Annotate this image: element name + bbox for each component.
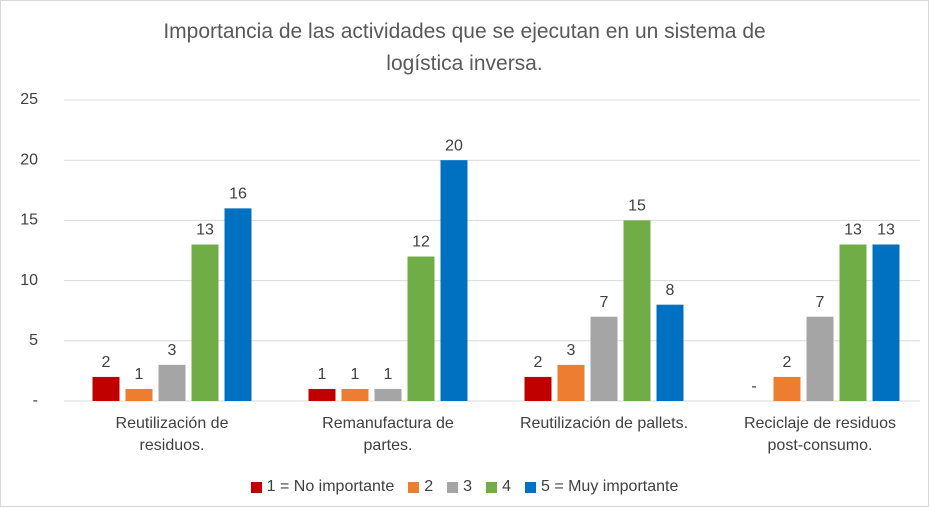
y-tick-label: 20 [20,151,38,168]
bar [524,376,552,401]
x-tick-label: Reciclaje de residuos post-consumo. [743,415,897,454]
data-label: - [751,378,756,395]
data-label: 7 [816,294,825,311]
legend-swatch [250,481,262,493]
y-tick-label: - [33,392,38,409]
data-label: 3 [567,342,576,359]
bar [224,208,252,401]
chart-title: Importancia de las actividades que se ej… [163,20,766,75]
legend-item: 3 [447,478,472,496]
data-label: 3 [168,342,177,359]
legend: 1 = No importante 2 3 4 5 = Muy importante [0,478,929,496]
data-label: 16 [229,186,247,203]
bar [407,256,435,401]
data-label: 13 [844,222,862,239]
legend-item: 2 [408,478,433,496]
data-label: 13 [877,222,895,239]
bar [191,244,219,401]
bar [806,316,834,401]
legend-item: 4 [486,478,511,496]
y-tick-label: 10 [20,272,38,289]
bar [341,388,369,401]
legend-item: 1 = No importante [250,478,395,496]
data-label: 2 [534,354,543,371]
x-tick-label: Reutilización de pallets. [519,415,689,432]
data-label: 13 [196,222,214,239]
data-label: 1 [384,366,393,383]
data-label: 8 [666,282,675,299]
data-label: 12 [412,234,430,251]
y-tick-label: 25 [20,91,38,108]
data-label: 1 [318,366,327,383]
data-label: 20 [445,137,463,154]
data-label: 1 [135,366,144,383]
data-label: 15 [628,198,646,215]
bar [125,388,153,401]
x-tick-label: Reutilización de residuos. [115,415,229,454]
bar [158,364,186,401]
bar [623,220,651,401]
bar [374,388,402,401]
bar [308,388,336,401]
legend-label: 2 [424,478,434,495]
legend-item: 5 = Muy importante [524,478,679,496]
legend-swatch [486,481,498,493]
data-label: 2 [102,354,111,371]
y-tick-label: 5 [29,332,38,349]
data-label: 7 [600,294,609,311]
bar [872,244,900,401]
legend-swatch [408,481,420,493]
bar [557,364,585,401]
y-tick-label: 15 [20,212,38,229]
x-tick-label: Remanufactura de partes. [322,415,454,454]
bar [656,304,684,401]
bar [773,376,801,401]
bar [440,160,468,401]
legend-label: 4 [502,478,511,495]
data-label: 2 [783,354,792,371]
bar [92,376,120,401]
legend-label: 3 [463,478,473,495]
legend-label: 5 = Muy importante [540,478,679,495]
legend-swatch [447,481,459,493]
data-label: 1 [351,366,360,383]
bar [590,316,618,401]
legend-label: 1 = No importante [266,478,395,495]
legend-swatch [524,481,536,493]
bar [839,244,867,401]
